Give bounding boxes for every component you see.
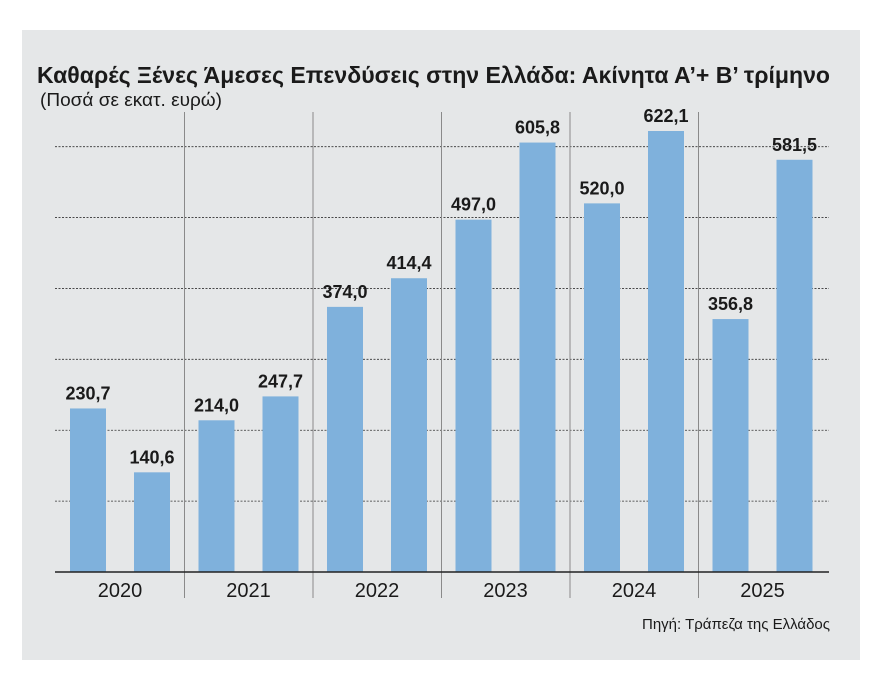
x-tick-label: 2021 xyxy=(226,580,271,602)
data-label: 247,7 xyxy=(258,371,303,391)
chart-title: Καθαρές Ξένες Άμεσες Επενδύσεις στην Ελλ… xyxy=(37,62,830,88)
bar-2021-1 xyxy=(198,420,235,572)
data-label: 140,6 xyxy=(129,447,174,467)
x-tick-label: 2022 xyxy=(355,580,400,602)
bar-2024-1 xyxy=(584,203,620,572)
chart-subtitle: (Ποσά σε εκατ. ευρώ) xyxy=(40,90,222,110)
data-label: 605,8 xyxy=(515,118,560,138)
x-tick-label: 2024 xyxy=(612,580,657,602)
bar-2023-1 xyxy=(455,219,492,572)
source-note: Πηγή: Τράπεζα της Ελλάδος xyxy=(642,616,830,633)
data-label: 581,5 xyxy=(772,135,817,155)
data-label: 622,1 xyxy=(643,106,688,126)
bar-2025-1 xyxy=(712,319,749,572)
data-label: 356,8 xyxy=(708,294,753,314)
bar-2022-2 xyxy=(391,278,427,572)
bar-2021-2 xyxy=(262,396,299,572)
data-label: 230,7 xyxy=(65,383,110,403)
bar-2020-2 xyxy=(134,472,170,572)
x-tick-label: 2025 xyxy=(740,580,785,602)
data-label: 497,0 xyxy=(451,195,496,215)
data-label: 214,0 xyxy=(194,395,239,415)
x-tick-label: 2023 xyxy=(483,580,528,602)
bar-2023-2 xyxy=(519,142,556,572)
x-tick-label: 2020 xyxy=(98,580,143,602)
bar-2020-1 xyxy=(70,408,106,572)
data-label: 520,0 xyxy=(579,178,624,198)
bar-2025-2 xyxy=(776,159,813,573)
data-label: 414,4 xyxy=(386,253,431,273)
data-label: 374,0 xyxy=(322,282,367,302)
bar-2024-2 xyxy=(648,131,684,572)
bar-2022-1 xyxy=(327,306,363,572)
